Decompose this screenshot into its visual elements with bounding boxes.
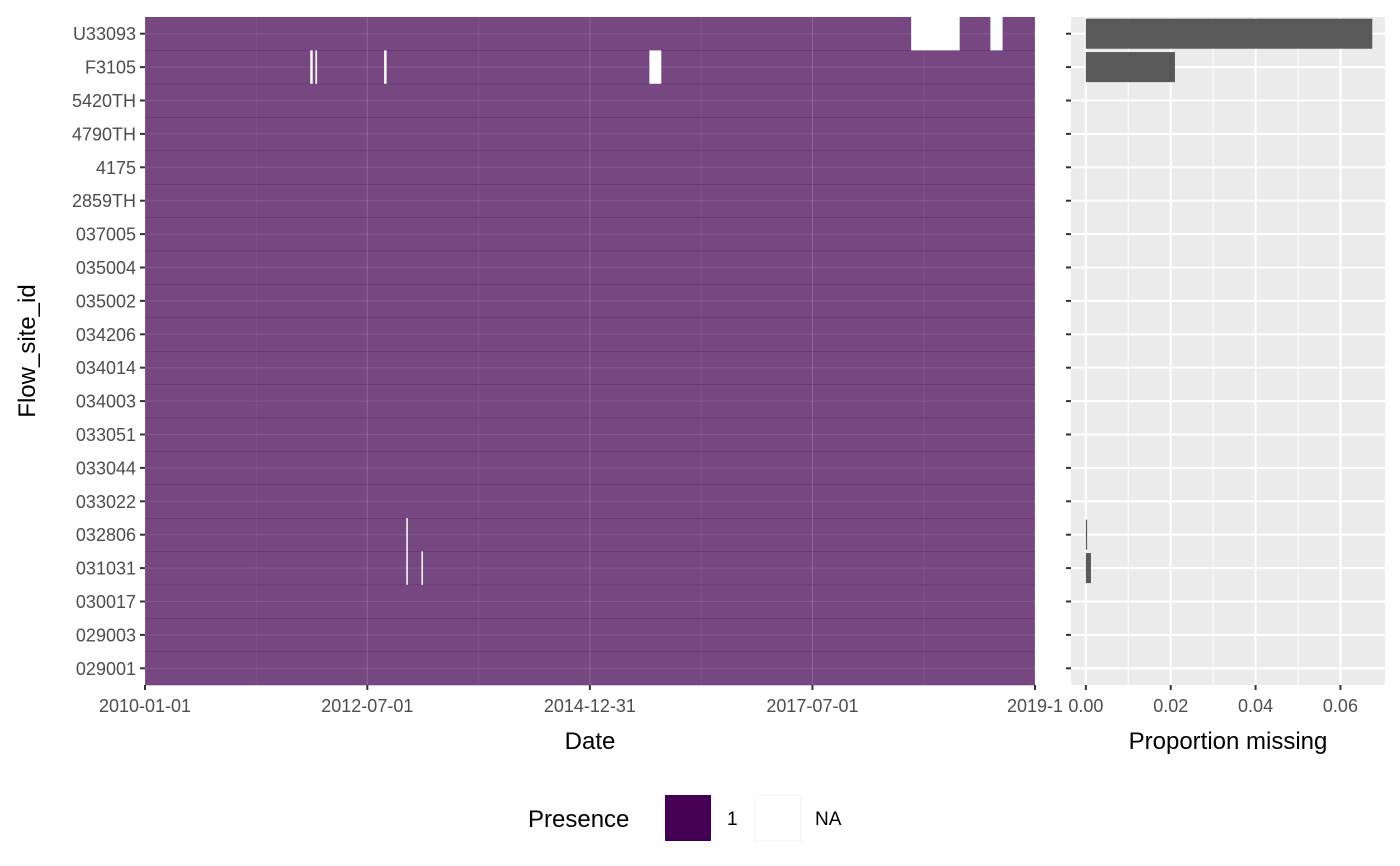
- heatmap-row-033022: [145, 484, 1035, 519]
- heatmap-y-tick-label: 032806: [76, 525, 136, 545]
- bar-panel-background: [1071, 17, 1385, 685]
- legend-swatch-present: [665, 795, 711, 841]
- heatmap-row-034014: [145, 351, 1035, 385]
- bar-panel: 0.00 0.02 0.04 0.06 Proportion missing: [1066, 17, 1385, 755]
- heatmap-y-tick-label: 033044: [76, 458, 136, 478]
- heatmap-y-tick-label: 030017: [76, 592, 136, 612]
- missing-cell-F3105: [315, 50, 318, 84]
- heatmap-x-tick-label: 2010-01-01: [99, 696, 191, 716]
- bar-y-axis: [1066, 32, 1071, 670]
- bar-F3105: [1085, 52, 1175, 83]
- heatmap-y-tick-label: 4175: [96, 158, 136, 178]
- heatmap-row-2859TH: [145, 184, 1035, 218]
- heatmap-missing-cells: [310, 17, 1003, 585]
- heatmap-y-tick-label: 035002: [76, 291, 136, 311]
- heatmap-row-029003: [145, 618, 1035, 652]
- bar-032806: [1085, 519, 1088, 550]
- heatmap-row-035002: [145, 284, 1035, 318]
- heatmap-y-tick-label: U33093: [73, 24, 136, 44]
- bar-x-tick-label: 0.02: [1153, 696, 1188, 716]
- heatmap-row-035004: [145, 250, 1035, 285]
- legend: Presence 1 NA: [528, 794, 842, 842]
- heatmap-y-tick-label: 034003: [76, 392, 136, 412]
- heatmap-y-tick-label: F3105: [85, 58, 136, 78]
- heatmap-x-tick-label: 2014-12-31: [544, 696, 636, 716]
- heatmap-row-5420TH: [145, 83, 1035, 118]
- heatmap-y-tick-label: 034014: [76, 358, 136, 378]
- bar-031031: [1085, 553, 1091, 584]
- missing-cell-F3105: [310, 50, 313, 84]
- heatmap-x-tick-label: 2019-1: [1007, 696, 1063, 716]
- missing-cell-032806: [406, 518, 408, 552]
- bar-x-axis-title: Proportion missing: [1129, 728, 1328, 755]
- heatmap-row-033044: [145, 451, 1035, 485]
- heatmap-y-tick-label: 029001: [76, 659, 136, 679]
- heatmap-row-034206: [145, 317, 1035, 352]
- missing-cell-U33093: [990, 17, 1003, 51]
- heatmap-y-tick-label: 033051: [76, 425, 136, 445]
- missing-cell-F3105: [649, 50, 662, 84]
- legend-label-present: 1: [727, 809, 738, 830]
- bar-x-tick-label: 0.00: [1068, 696, 1103, 716]
- heatmap-row-4790TH: [145, 117, 1035, 151]
- heatmap-row-034003: [145, 384, 1035, 419]
- heatmap-gridlines: [144, 17, 1036, 685]
- missing-cell-031031: [421, 551, 423, 585]
- heatmap-row-031031: [145, 551, 1035, 586]
- heatmap-row-037005: [145, 217, 1035, 252]
- bar-U33093: [1085, 18, 1373, 49]
- heatmap-panel: U33093 F3105 5420TH 4790TH 4175 2859TH 037005 0…: [14, 17, 1063, 755]
- bar-x-tick-label: 0.06: [1323, 696, 1358, 716]
- heatmap-row-4175: [145, 150, 1035, 185]
- heatmap-y-tick-label: 033022: [76, 492, 136, 512]
- legend-title: Presence: [528, 806, 629, 833]
- heatmap-row-U33093: [145, 17, 1035, 51]
- heatmap-x-axis-title: Date: [565, 728, 616, 755]
- heatmap-y-tick-label: 2859TH: [72, 191, 136, 211]
- legend-label-missing: NA: [815, 809, 842, 830]
- missing-cell-U33093: [911, 17, 960, 51]
- legend-swatch-missing: [754, 794, 802, 842]
- heatmap-x-tick-label: 2012-07-01: [321, 696, 413, 716]
- heatmap-row-033051: [145, 417, 1035, 452]
- heatmap-cells: [145, 17, 1035, 686]
- heatmap-y-tick-label: 029003: [76, 625, 136, 645]
- heatmap-y-axis-title: Flow_site_id: [14, 284, 41, 417]
- heatmap-row-032806: [145, 518, 1035, 552]
- heatmap-row-F3105: [145, 50, 1035, 85]
- bar-x-tick-label: 0.04: [1238, 696, 1273, 716]
- bar-marks: [1085, 18, 1373, 584]
- heatmap-y-tick-label: 4790TH: [72, 124, 136, 144]
- heatmap-y-tick-label: 034206: [76, 325, 136, 345]
- heatmap-x-axis: 2010-01-01 2012-07-01 2014-12-31 2017-07-01…: [99, 685, 1063, 716]
- heatmap-row-030017: [145, 584, 1035, 619]
- missing-cell-031031: [406, 551, 408, 585]
- heatmap-y-axis: U33093 F3105 5420TH 4790TH 4175 2859TH 037005 0…: [72, 24, 145, 679]
- missing-cell-F3105: [384, 50, 387, 84]
- bar-x-axis: 0.00 0.02 0.04 0.06: [1068, 685, 1358, 716]
- heatmap-y-tick-label: 5420TH: [72, 91, 136, 111]
- heatmap-y-tick-label: 035004: [76, 258, 136, 278]
- heatmap-x-tick-label: 2017-07-01: [766, 696, 858, 716]
- heatmap-row-029001: [145, 651, 1035, 686]
- heatmap-y-tick-label: 031031: [76, 559, 136, 579]
- heatmap-y-tick-label: 037005: [76, 225, 136, 245]
